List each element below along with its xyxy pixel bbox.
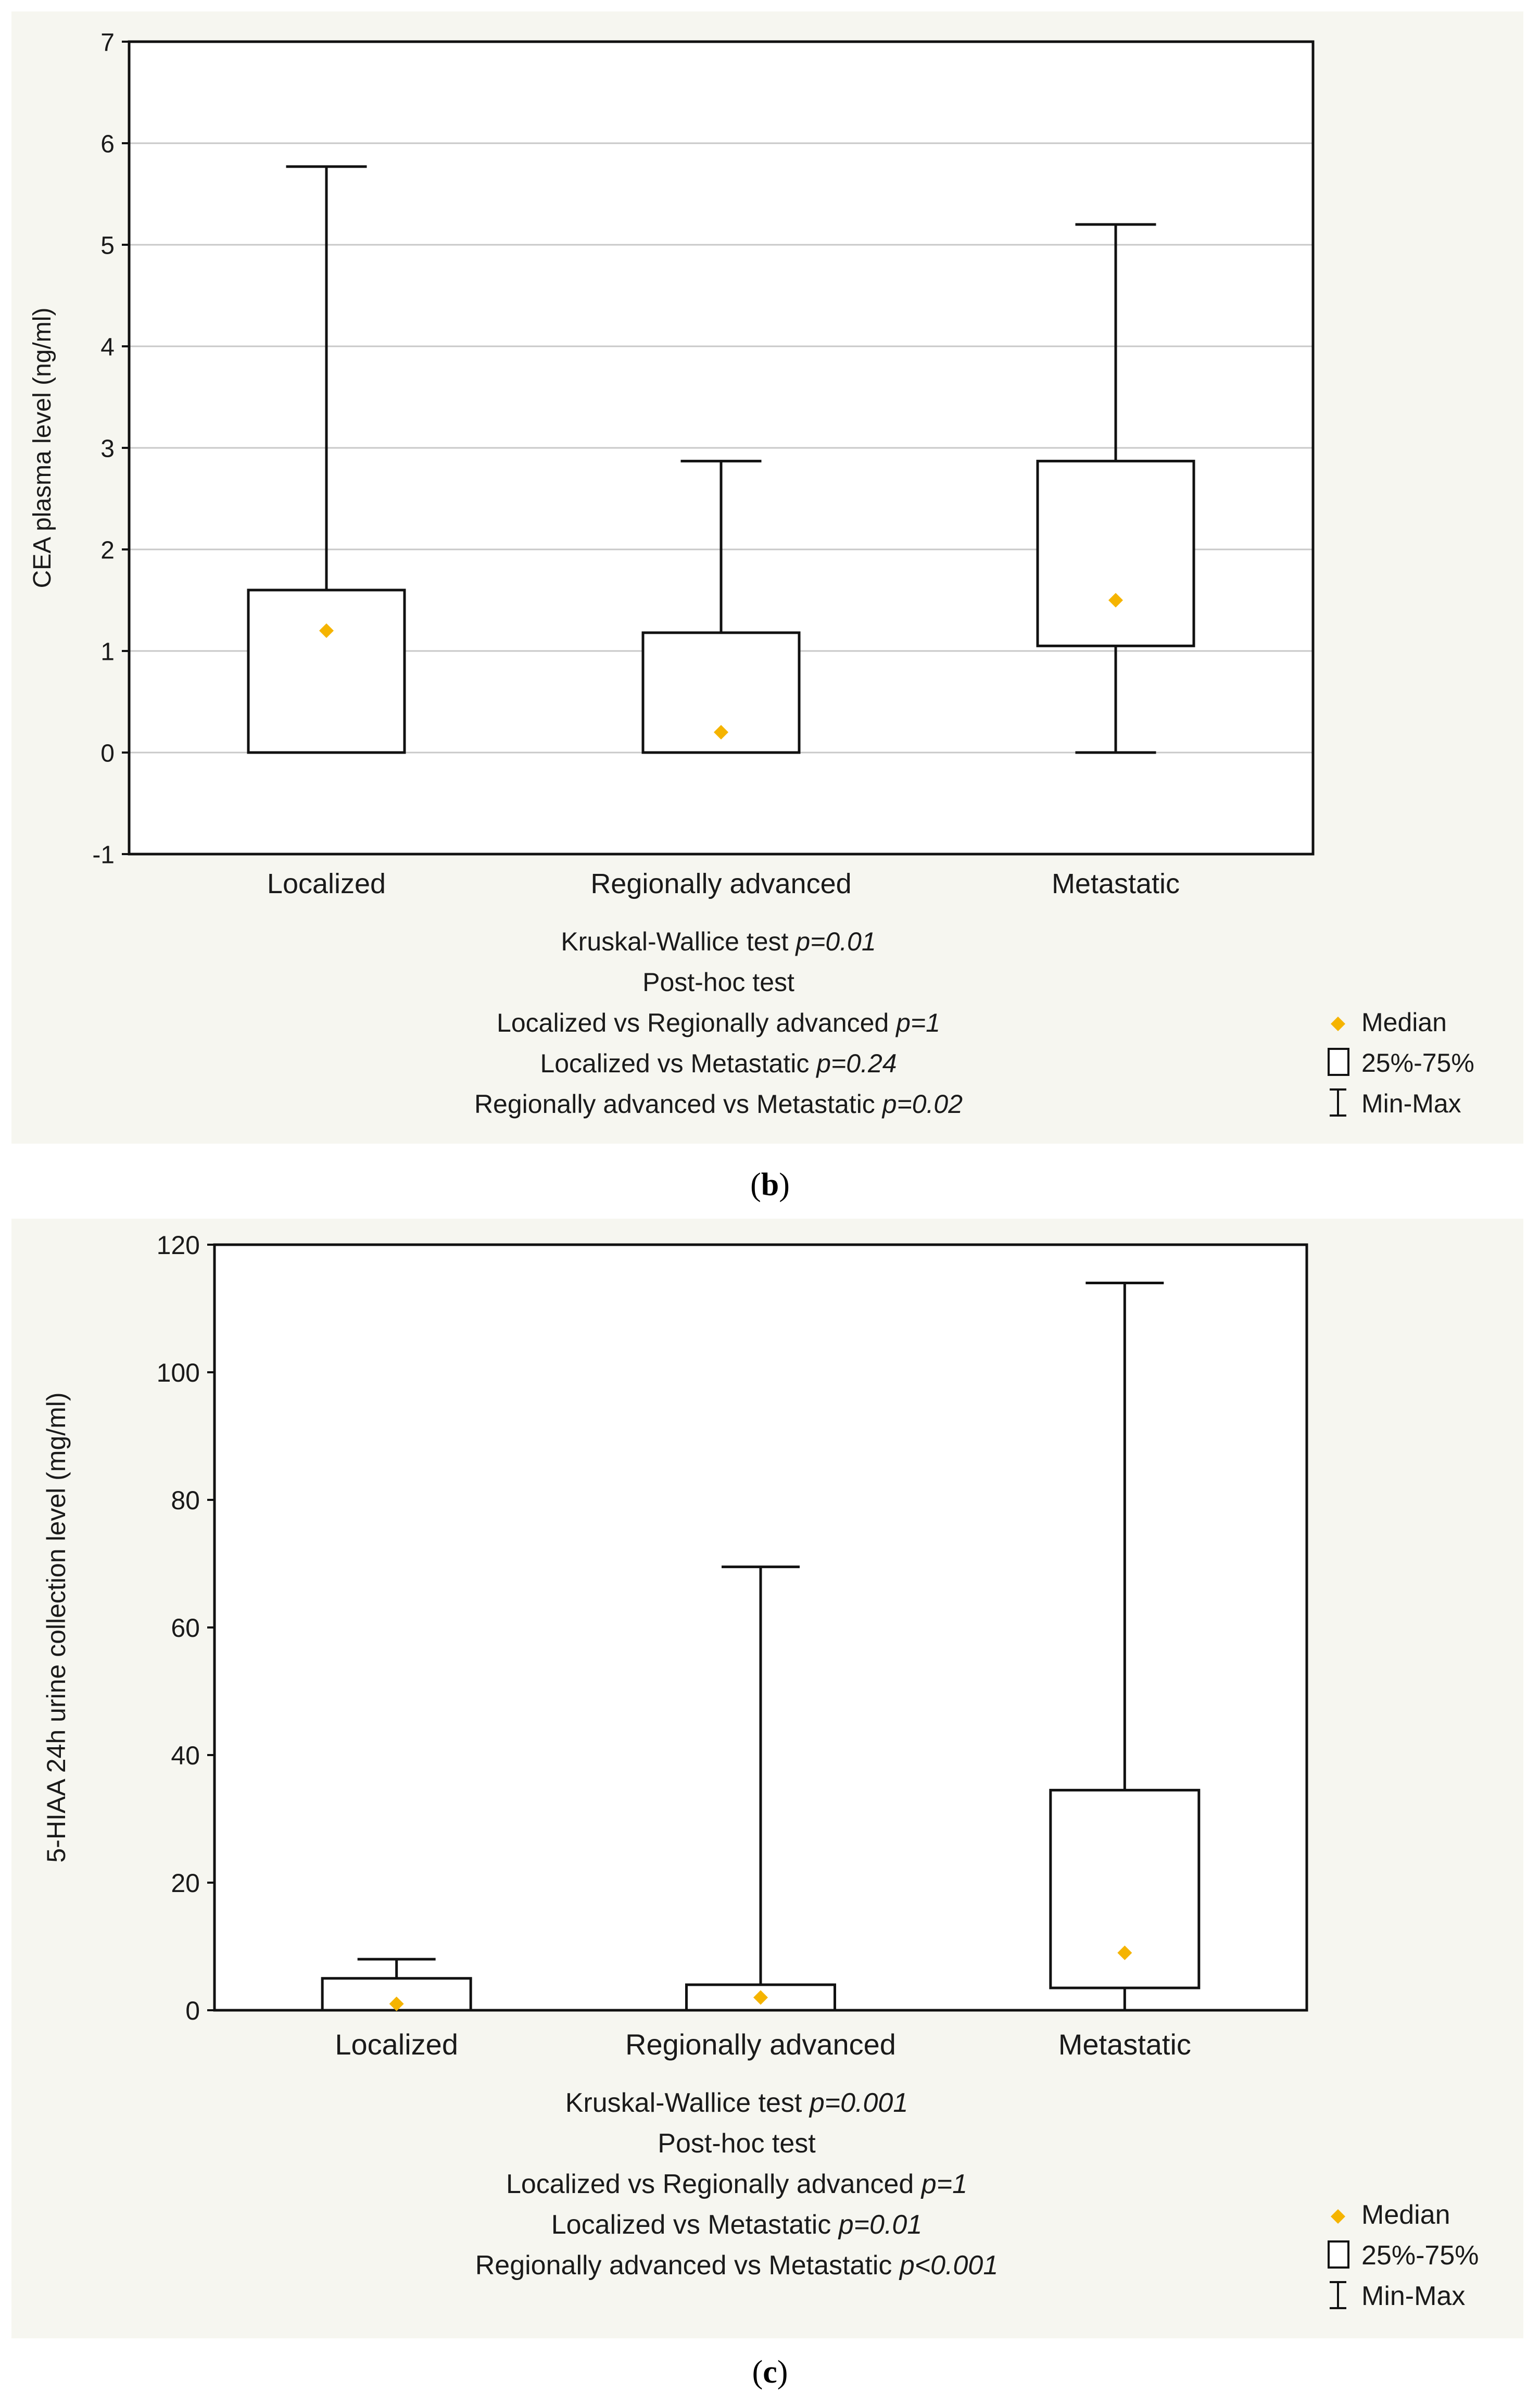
stats-line: Localized vs Metastatic p=0.24	[540, 1049, 897, 1078]
y-tick-label: 0	[100, 740, 115, 767]
iqr-box	[1036, 459, 1195, 647]
y-tick-label: 2	[100, 536, 115, 564]
chart-panel-2: 0 20 40 60 80 100 120 5-HIAA 24h urine collecti…	[11, 1219, 1523, 2338]
stats-text: Localized vs Regionally advanced	[497, 1008, 896, 1037]
stats-text: Localized vs Metastatic	[540, 1049, 816, 1078]
box-regionally-advanced	[685, 1565, 836, 2012]
y-tick-label: 100	[157, 1358, 200, 1387]
x-category-label: Regionally advanced	[590, 868, 851, 899]
caption-paren-open: (	[752, 2354, 763, 2390]
stats-p-value: p=1	[920, 2169, 967, 2199]
legend-median-label: Median	[1361, 2200, 1450, 2230]
y-tick-label: 3	[100, 435, 115, 462]
legend: Median 25%-75% Min-Max	[1328, 1008, 1474, 1118]
stats-text: Post-hoc test	[642, 968, 794, 997]
y-axis-label: CEA plasma level (ng/ml)	[29, 308, 56, 588]
y-tick-label: 60	[171, 1613, 200, 1643]
x-category-label: Metastatic	[1052, 868, 1180, 899]
stats-line: Post-hoc test	[642, 968, 794, 997]
panel-caption: (b)	[750, 1167, 790, 1202]
stats-line: Kruskal-Wallice test p=0.01	[561, 927, 876, 956]
stats-p-value: p=0.01	[838, 2210, 923, 2240]
stats-line: Regionally advanced vs Metastatic p=0.02	[474, 1089, 963, 1119]
x-category-label: Metastatic	[1058, 2028, 1191, 2061]
median-marker	[714, 725, 728, 740]
y-tick-label: 120	[157, 1231, 200, 1260]
x-category-label: Localized	[267, 868, 386, 899]
stats-p-value: p<0.001	[899, 2250, 998, 2281]
stats-p-value: p=0.001	[809, 2088, 908, 2118]
median-marker	[389, 1996, 404, 2011]
y-axis-label: 5-HIAA 24h urine collection level (mg/ml…	[42, 1392, 71, 1862]
x-category-label: Regionally advanced	[625, 2028, 896, 2061]
legend: Median 25%-75% Min-Max	[1328, 2200, 1479, 2311]
legend-whisker-label: Min-Max	[1361, 1089, 1461, 1118]
median-marker	[319, 623, 334, 638]
y-tick-label: 7	[100, 29, 115, 56]
stats-line: Post-hoc test	[658, 2128, 816, 2159]
legend-box-label: 25%-75%	[1361, 2240, 1479, 2271]
stats-text: Localized vs Regionally advanced	[506, 2169, 922, 2199]
stats-line: Localized vs Regionally advanced p=1	[497, 1008, 940, 1037]
stats-p-value: p=0.02	[881, 1089, 963, 1119]
stats-text: Kruskal-Wallice test	[561, 927, 796, 956]
legend-box-swatch	[1328, 2240, 1349, 2269]
stats-line: Localized vs Regionally advanced p=1	[506, 2169, 967, 2199]
stats-text: Regionally advanced vs Metastatic	[474, 1089, 882, 1119]
stats-line: Localized vs Metastatic p=0.01	[551, 2210, 923, 2240]
caption-letter: c	[763, 2354, 777, 2390]
caption-paren-open: (	[750, 1167, 761, 1202]
legend-box-label: 25%-75%	[1361, 1048, 1474, 1078]
y-tick-label: 20	[171, 1869, 200, 1898]
iqr-box	[247, 588, 406, 754]
y-tick-label: 4	[100, 333, 115, 361]
plot-frame	[128, 40, 1315, 856]
box-localized	[247, 165, 406, 754]
median-marker	[753, 1990, 768, 2005]
caption-paren-close: )	[777, 2354, 788, 2390]
stats-line: Regionally advanced vs Metastatic p<0.00…	[475, 2250, 999, 2281]
y-tick-label: 0	[185, 1996, 200, 2025]
y-tick-label: 5	[100, 232, 115, 259]
stats-line: Kruskal-Wallice test p=0.001	[565, 2088, 908, 2118]
box-localized	[321, 1958, 472, 2012]
y-tick-label: -1	[92, 841, 115, 869]
stats-text: Post-hoc test	[658, 2128, 816, 2159]
stats-text: Localized vs Metastatic	[551, 2210, 839, 2240]
legend-median-marker	[1331, 1017, 1345, 1031]
median-marker	[1108, 593, 1123, 608]
chart-panel-1: -1 0 1 2 3 4 5 6 7 CEA plasma level (ng/ml) Locali…	[11, 11, 1523, 1144]
y-tick-label: 1	[100, 638, 115, 666]
legend-whisker-label: Min-Max	[1361, 2281, 1465, 2311]
box-regionally-advanced	[641, 459, 801, 754]
x-category-label: Localized	[335, 2028, 458, 2061]
panel-caption: (c)	[752, 2354, 788, 2390]
y-tick-label: 80	[171, 1486, 200, 1515]
stats-p-value: p=1	[895, 1008, 940, 1037]
iqr-box	[321, 1977, 472, 2012]
stats-text: Kruskal-Wallice test	[565, 2088, 810, 2118]
caption-paren-close: )	[779, 1167, 790, 1202]
stats-text: Regionally advanced vs Metastatic	[475, 2250, 900, 2281]
stats-p-value: p=0.24	[815, 1049, 897, 1078]
caption-letter: b	[761, 1167, 779, 1202]
y-tick-label: 40	[171, 1741, 200, 1770]
stats-p-value: p=0.01	[794, 927, 876, 956]
y-tick-label: 6	[100, 130, 115, 158]
box-metastatic	[1036, 223, 1195, 754]
legend-median-label: Median	[1361, 1008, 1447, 1037]
legend-box-swatch	[1328, 1048, 1349, 1076]
median-marker	[1117, 1945, 1132, 1960]
legend-median-marker	[1331, 2209, 1345, 2224]
box-metastatic	[1049, 1282, 1201, 2012]
